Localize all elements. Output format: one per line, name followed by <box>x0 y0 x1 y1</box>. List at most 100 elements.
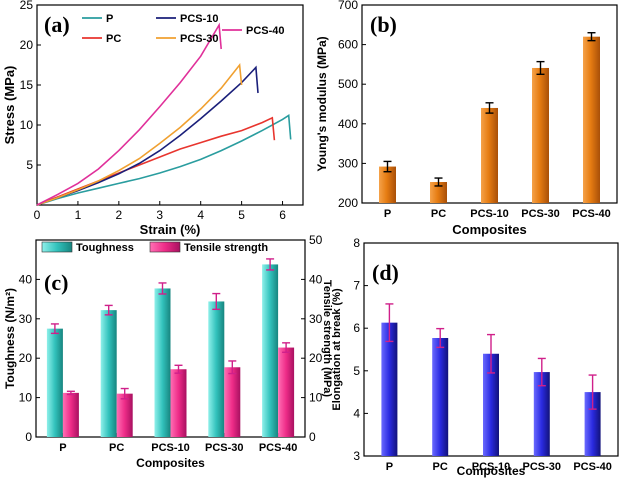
panel-d-ytick-label: 7 <box>353 279 360 293</box>
panel-a-legend-label: PCS-30 <box>180 33 219 45</box>
panel-d-xtick-label: PC <box>433 461 448 473</box>
panel-b-xtick-label: PCS-30 <box>521 208 560 220</box>
panel-b-errorbar-pcs-10 <box>485 102 494 114</box>
panel-c-bar-toughness-p <box>46 328 63 437</box>
panel-c-xlabel: Composites <box>136 456 205 470</box>
panel-b-youngs-modulus: 200 300 400 500 600 700 P PC PCS-10 PCS-30 PCS-40 C… <box>315 0 618 237</box>
panel-c-ytick-label: 40 <box>19 272 33 286</box>
panel-a-xtick-label: 2 <box>116 208 123 222</box>
panel-a-letter: (a) <box>44 12 70 37</box>
panel-c-xtick-label: PC <box>109 442 124 454</box>
panel-d-bar-pc <box>432 337 449 456</box>
panel-a-ytick-label: 15 <box>20 78 34 92</box>
panel-c-ylabel: Toughness (N/m²) <box>3 288 17 389</box>
panel-c-y2label: Tensile strength (MPa) <box>321 280 333 397</box>
panel-d-ytick-label: 5 <box>353 364 360 378</box>
panel-d-bar-p <box>381 322 398 456</box>
panel-c-bar-tensile-strength-p-errorbar <box>66 390 75 396</box>
panel-c-xtick-label: P <box>59 442 66 454</box>
panel-c-bar-tensile-strength-pcs-10-errorbar <box>174 364 183 374</box>
panel-a-legend-entry: P <box>82 13 113 25</box>
panel-d-bar-pcs-10 <box>483 353 499 456</box>
panel-c-y2tick-label: 50 <box>309 233 323 247</box>
panel-b-ytick-label: 700 <box>338 0 358 12</box>
panel-c-toughness-tensile: 0 10 20 30 40 0 10 20 30 40 50 P PC PCS-10 PCS-30 PCS-4… <box>3 233 333 470</box>
panel-a-legend-entry: PCS-10 <box>156 13 219 25</box>
panel-b-bar-pcs-30 <box>532 67 549 204</box>
panel-c-bar-tensile-strength-pcs-30-errorbar <box>228 360 237 375</box>
panel-c-legend-swatch <box>149 241 181 253</box>
panel-a-stress-strain: 0 1 2 3 4 5 6 5 10 15 20 25 Strain (%) Stress (MPa) (a… <box>2 0 304 237</box>
panel-b-xlabel: Composites <box>452 222 526 237</box>
panel-d-xtick-label: PCS-40 <box>573 461 612 473</box>
panel-b-errorbar-pcs-30 <box>536 60 545 76</box>
panel-b-letter: (b) <box>370 12 397 37</box>
panel-c-legend-entry: Tensile strength <box>149 241 268 254</box>
panel-d-xtick-label: PCS-30 <box>523 461 562 473</box>
panel-c-legend-entry: Toughness <box>41 241 134 254</box>
panel-b-ytick-label: 300 <box>338 156 358 170</box>
panel-a-xlabel: Strain (%) <box>140 222 201 237</box>
panel-a-plot-frame <box>36 4 304 206</box>
panel-a-legend-label: PC <box>106 33 121 45</box>
panel-b-errorbar-pc <box>434 177 443 187</box>
panel-d-ytick-label: 8 <box>353 236 360 250</box>
panel-c-y2tick-label: 40 <box>309 272 323 286</box>
panel-a-xtick-label: 3 <box>156 208 163 222</box>
panel-c-bar-tensile-strength-pcs-40 <box>278 347 295 437</box>
panel-b-xtick-label: PC <box>431 208 446 220</box>
panel-b-errorbar-p <box>383 160 392 173</box>
panel-d-errorbar-pcs-40 <box>588 374 597 410</box>
panel-c-y2tick-label: 30 <box>309 312 323 326</box>
panel-b-errorbar-pcs-40 <box>587 32 596 42</box>
panel-d-ytick-label: 6 <box>353 321 360 335</box>
panel-c-bar-toughness-p-errorbar <box>50 323 59 335</box>
panel-d-errorbar-pc <box>436 327 445 349</box>
panel-c-bar-toughness-pcs-10-errorbar <box>158 282 167 295</box>
panel-d-ytick-label: 4 <box>353 406 360 420</box>
panel-c-bar-tensile-strength-pcs-10 <box>170 369 187 437</box>
panel-a-ytick-label: 10 <box>20 118 34 132</box>
panel-c-legend-swatch <box>41 241 73 253</box>
panel-d-elongation: 3 4 5 6 7 8 P PC PCS-10 PCS-30 PCS-40 Composites Elo… <box>331 236 619 478</box>
panel-c-letter: (c) <box>44 270 68 295</box>
panel-c-y2tick-label: 20 <box>309 351 323 365</box>
panel-b-xtick-label: P <box>384 208 391 220</box>
panel-d-letter: (d) <box>372 260 399 285</box>
panel-c-y2tick-label: 0 <box>309 430 316 444</box>
panel-a-ytick-label: 25 <box>20 0 34 12</box>
panel-c-bar-tensile-strength-pc-errorbar <box>120 387 129 400</box>
panel-a-xtick-label: 6 <box>279 208 286 222</box>
panel-d-errorbar-pcs-10 <box>487 333 495 374</box>
panel-c-y2tick-label: 10 <box>309 391 323 405</box>
panel-b-xtick-label: PCS-40 <box>572 208 611 220</box>
panel-d-ylabel: Elongation at break (%) <box>331 288 343 411</box>
panel-c-xtick-label: PCS-40 <box>259 442 298 454</box>
panel-c-ytick-label: 30 <box>19 312 33 326</box>
panel-a-xtick-label: 1 <box>75 208 82 222</box>
panel-b-ytick-label: 200 <box>338 196 358 210</box>
panel-a-xtick-label: 0 <box>34 208 41 222</box>
panel-a-xtick-label: 4 <box>197 208 204 222</box>
panel-c-ytick-label: 0 <box>25 430 32 444</box>
panel-a-legend-label: P <box>106 13 113 25</box>
panel-c-bar-toughness-pcs-30 <box>208 301 225 437</box>
panel-c-bar-toughness-pc-errorbar <box>104 304 113 316</box>
panel-a-legend-label: PCS-40 <box>246 25 285 37</box>
panel-c-bar-toughness-pcs-40-errorbar <box>266 258 275 271</box>
panel-b-bar-pcs-40 <box>583 36 600 204</box>
panel-b-xtick-label: PCS-10 <box>470 208 509 220</box>
panel-b-ytick-label: 600 <box>338 38 358 52</box>
panel-d-ytick-label: 3 <box>353 449 360 463</box>
panel-c-bar-toughness-pcs-30-errorbar <box>212 292 221 311</box>
panel-a-xtick-label: 5 <box>238 208 245 222</box>
panel-d-bar-pcs-40 <box>584 392 601 456</box>
panel-b-bar-p <box>379 166 396 203</box>
panel-b-ytick-label: 400 <box>338 117 358 131</box>
panel-a-line-pcs-10 <box>36 65 259 206</box>
panel-d-xtick-label: PCS-10 <box>472 461 511 473</box>
panel-c-bar-tensile-strength-pcs-40-errorbar <box>282 342 291 353</box>
panel-a-legend-entry: PCS-30 <box>156 33 219 45</box>
panel-a-line-pcs-30 <box>36 62 243 206</box>
panel-c-legend-label: Tensile strength <box>184 242 268 254</box>
